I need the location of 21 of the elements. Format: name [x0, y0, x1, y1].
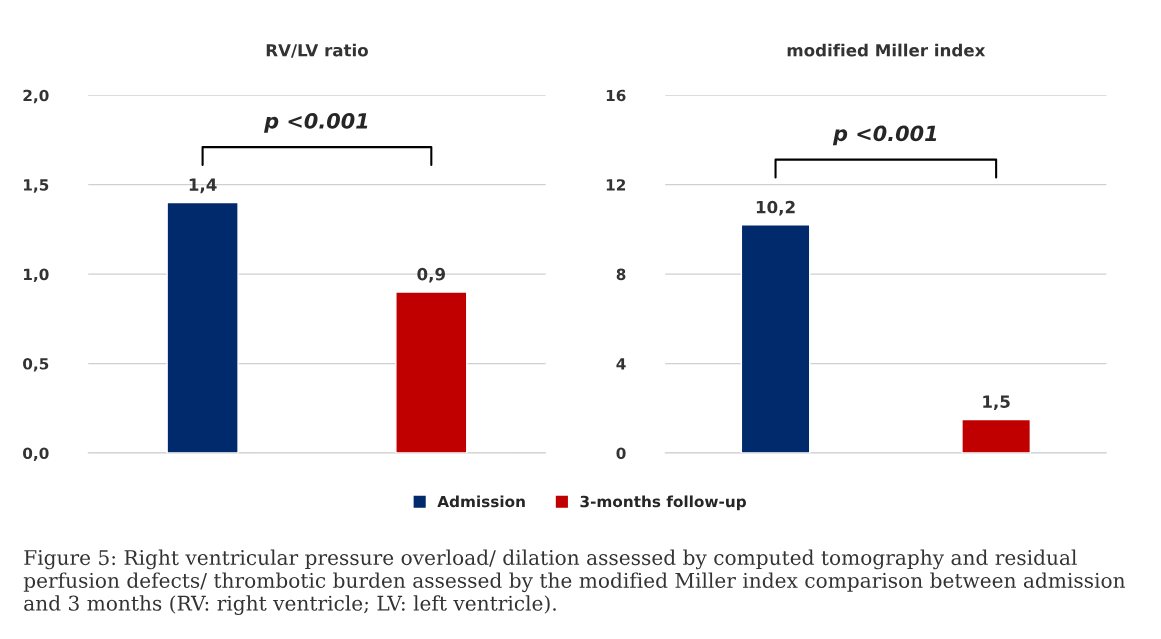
data-label: 1,4 — [189, 178, 217, 194]
data-label: 1,5 — [983, 395, 1010, 411]
y-tick-label: 1,0 — [24, 268, 49, 283]
y-tick-label: 0,5 — [23, 358, 49, 372]
y-tick-label: 16 — [606, 89, 626, 102]
data-label: 0,9 — [417, 267, 446, 283]
annotation: p <0.001 — [263, 112, 368, 133]
chart-title: RV/LV ratio — [266, 43, 368, 58]
data-label: 10,2 — [756, 200, 795, 216]
y-tick-label: 4 — [616, 358, 626, 370]
y-tick-label: 0 — [616, 447, 626, 460]
y-tick-label: 8 — [616, 268, 626, 281]
chart-title: modified Miller index — [787, 43, 986, 57]
y-tick-label: 12 — [606, 179, 626, 191]
y-tick-label: 1,5 — [24, 179, 49, 193]
y-tick-label: 0,0 — [23, 447, 49, 462]
caption: Figure 5: Right ventricular pressure overload/ dilation assessed by computed tomography and residual perfusion defects/ thrombotic burden assessed by the modified Miller index comparison between admission and 3 months (RV: right ventricle; LV: left ventricle). — [23, 549, 1126, 615]
annotation: p <0.001 — [832, 125, 937, 146]
legend-label: 3-months follow-up — [580, 495, 746, 511]
legend-label: Admission — [437, 495, 525, 508]
y-tick-label: 2,0 — [23, 89, 49, 104]
